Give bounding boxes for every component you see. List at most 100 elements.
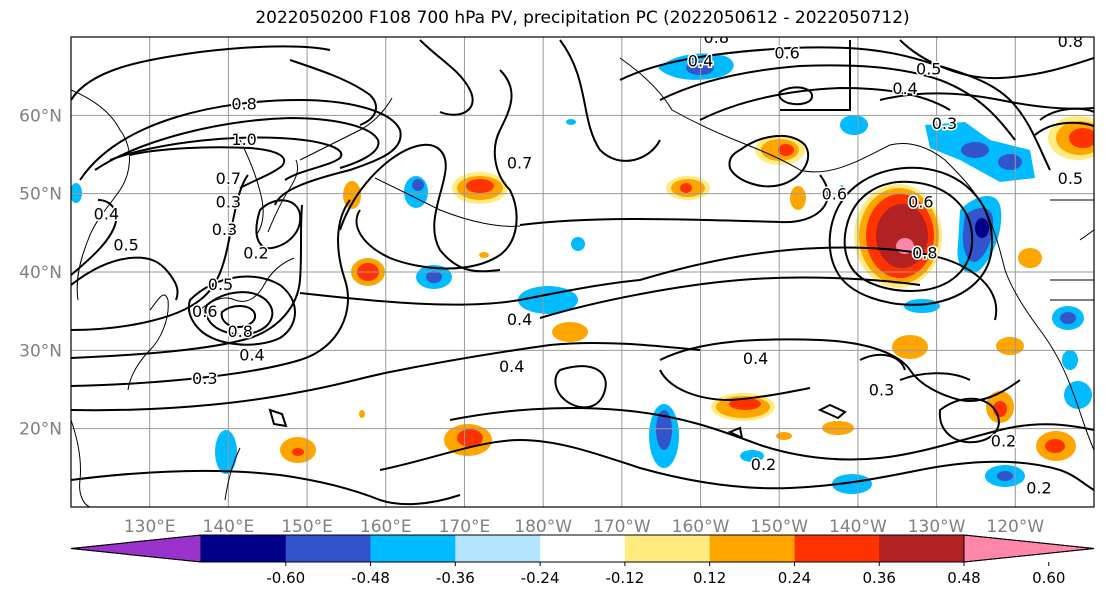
sakhalin-coast [239, 139, 264, 236]
precip-positive-blob [892, 335, 928, 359]
pv-contour-line [727, 426, 744, 440]
contour-labels: 0.81.00.70.30.30.20.40.50.50.60.80.40.30… [92, 37, 1084, 499]
lon-tick-label: 150°E [281, 517, 333, 537]
colorbar-swatch [540, 535, 626, 562]
canada-borders [1050, 199, 1094, 241]
precip-positive-blob [1045, 439, 1065, 453]
colorbar-swatch [201, 535, 287, 562]
pv-contour-line [659, 64, 1016, 141]
precip-positive-blob [776, 432, 792, 440]
contour-label: 0.4 [688, 52, 713, 71]
north-america-coast [889, 143, 1094, 451]
contour-label: 0.4 [499, 357, 524, 376]
precip-negative-blob [1062, 350, 1078, 370]
contour-label: 0.4 [892, 79, 917, 98]
contour-label: 0.6 [192, 302, 217, 321]
colorbar-tick-label: -0.36 [436, 569, 475, 587]
precip-negative-blob [71, 183, 82, 203]
pv-contour-line [129, 146, 285, 189]
pv-contour-line [71, 174, 249, 331]
pv-contour-line [187, 275, 296, 346]
pv-contour-line [79, 98, 402, 206]
precip-negative-blob [904, 299, 940, 313]
japan-coast [199, 257, 295, 311]
figure-title: 2022050200 F108 700 hPa PV, precipitatio… [255, 8, 910, 28]
pv-contour-line [728, 134, 810, 188]
precip-positive-blob [778, 144, 794, 156]
pv-contour-line [255, 199, 302, 250]
contour-label: 0.3 [212, 220, 237, 239]
contour-label: 0.3 [869, 381, 894, 400]
precip-positive-blob [996, 337, 1024, 355]
contour-label: 0.5 [916, 59, 941, 78]
pv-contour-line [859, 353, 971, 381]
precip-positive-blob [729, 398, 761, 410]
hokkaido-coast [267, 159, 299, 233]
precip-negative-blob [571, 237, 585, 251]
precip-positive-blob [680, 183, 692, 193]
contour-label: 0.3 [216, 193, 241, 212]
colorbar-tick-label: 0.24 [778, 569, 811, 587]
pv-contour-line [659, 338, 1021, 402]
contour-label: 0.3 [932, 114, 957, 133]
colorbar-swatch [879, 535, 965, 562]
precip-positive-blob [1018, 248, 1042, 268]
pv-contour-line [379, 438, 1094, 491]
contour-label: 0.5 [208, 275, 233, 294]
precip-negative-blob [686, 61, 714, 75]
contour-label: 0.2 [991, 431, 1016, 450]
contour-label: 0.7 [216, 169, 241, 188]
lat-tick-label: 20°N [19, 420, 62, 440]
map-frame [70, 36, 1095, 508]
contour-label: 0.7 [507, 153, 532, 172]
colorbar-tick-label: -0.12 [605, 569, 644, 587]
precip-negative-blob [1060, 312, 1076, 324]
precip-positive-blob [292, 448, 304, 456]
contour-label: 0.8 [912, 243, 937, 262]
lon-tick-label: 160°E [360, 517, 412, 537]
asia-coast [71, 89, 130, 301]
contour-label: 0.8 [231, 95, 256, 114]
precip-negative-blob [840, 115, 868, 135]
precip-negative-blob [740, 450, 764, 462]
precip-positive-blob [1069, 128, 1094, 148]
pv-contour-line [817, 403, 847, 420]
pv-contour-line [778, 86, 813, 106]
pv-contour-line [220, 305, 256, 329]
pv-contours [71, 39, 1094, 506]
colorbar: -0.60 -0.48 -0.36 -0.24 -0.12 0.12 0.24 0.36 0.4… [70, 534, 1095, 587]
pv-contour-line [289, 59, 377, 126]
precip-negative-blob [656, 410, 672, 450]
precip-positive-blob [359, 410, 365, 418]
colorbar-swatch [624, 535, 711, 562]
lon-tick-label: 130°E [124, 517, 176, 537]
pv-contour-line [554, 365, 607, 409]
pv-contour-line [780, 40, 851, 111]
contour-label: 0.5 [1058, 169, 1083, 188]
pv-contour-line [109, 136, 343, 181]
lat-tick-label: 30°N [19, 341, 62, 361]
precip-negative-blob [997, 471, 1013, 481]
precip-negative-blob [961, 142, 989, 158]
pv-contour-line [539, 276, 921, 319]
pv-contour-line [1034, 107, 1094, 136]
precip-positive-blob [552, 322, 588, 342]
pv-contour-line [419, 39, 474, 116]
pv-contour-line [355, 69, 518, 270]
lat-tick-label: 60°N [19, 106, 62, 126]
precip-negative-blob [518, 286, 578, 314]
lon-tick-label: 120°W [986, 517, 1044, 537]
colorbar-swatch [370, 535, 456, 562]
precip-negative-blob [998, 154, 1022, 170]
colorbar-tick-label: 0.12 [693, 569, 726, 587]
pv-contour-line [938, 397, 1000, 444]
colorbar-tick-label: 0.60 [1032, 569, 1065, 587]
contour-label: 0.3 [192, 369, 217, 388]
pv-contour-line [71, 199, 118, 276]
precip-positive-blob [479, 252, 489, 258]
precip-positive-blob [790, 186, 806, 210]
contour-label: 0.6 [908, 193, 933, 212]
us-borders [1050, 279, 1094, 301]
